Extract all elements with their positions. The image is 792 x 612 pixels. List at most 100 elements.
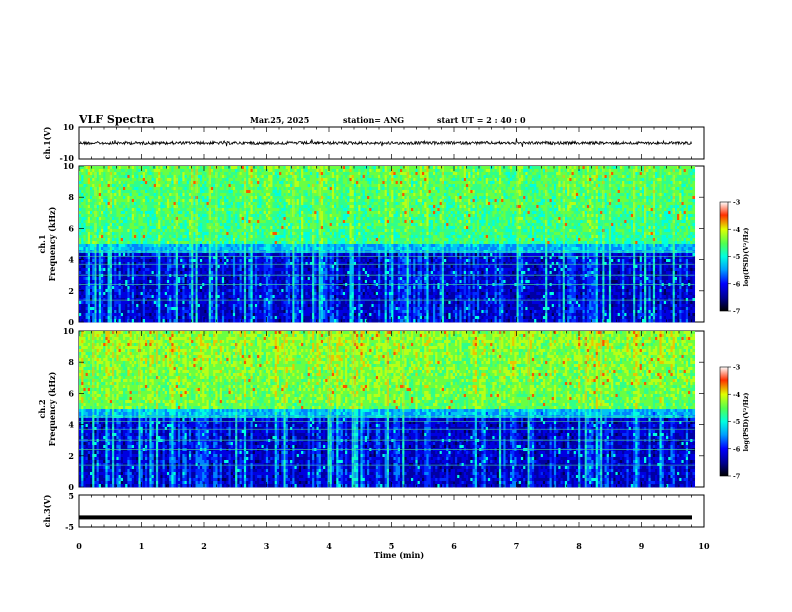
spectrogram-cell <box>336 181 339 185</box>
spectrogram-cell <box>285 172 289 176</box>
spectrogram-cell <box>349 208 355 212</box>
spectrogram-cell <box>281 190 289 194</box>
spectrogram-cell <box>575 205 579 209</box>
spectrogram-cell <box>483 232 491 236</box>
spectrogram-cell <box>386 181 392 185</box>
spectrogram-cell <box>564 229 570 233</box>
spectrogram-cell <box>459 175 465 179</box>
spectrogram-cell <box>404 205 410 209</box>
spectrogram-cell <box>331 205 335 209</box>
spectrogram-cell <box>131 235 135 239</box>
spectrogram-cell <box>257 214 260 218</box>
spectrogram-cell <box>463 238 469 242</box>
spectrogram-cell <box>224 175 227 179</box>
spectrogram-cell <box>569 235 572 239</box>
spectrogram-cell <box>389 178 392 182</box>
spectrogram-cell <box>85 196 91 200</box>
spectrogram-cell <box>613 187 619 191</box>
spectrogram-cell <box>556 220 559 224</box>
spectrogram-cell <box>312 205 326 209</box>
spectrogram-cell <box>230 226 234 230</box>
spectrogram-cell <box>173 181 177 185</box>
spectrogram-cell <box>421 169 427 173</box>
spectrogram-cell <box>279 208 282 212</box>
spectrogram-cell <box>564 202 568 206</box>
spectrogram-cell <box>494 205 498 209</box>
spectrogram-cell <box>298 205 304 209</box>
spectrogram-cell <box>329 214 333 218</box>
spectrogram-cell <box>523 223 526 227</box>
spectrogram-cell <box>336 229 339 233</box>
spectrogram-cell <box>428 232 432 236</box>
spectrogram-cell <box>153 193 157 197</box>
spectrogram-cell <box>133 202 137 206</box>
spectrogram-cell <box>142 169 146 173</box>
spectrogram-cell <box>303 211 311 215</box>
spectrogram-cell <box>593 190 597 194</box>
spectrogram-cell <box>246 181 249 185</box>
spectrogram-cell <box>657 208 663 212</box>
spectrogram-cell <box>498 178 502 182</box>
spectrogram-cell <box>641 166 645 170</box>
spectrogram-cell <box>619 223 623 227</box>
spectrogram-cell <box>122 205 126 209</box>
spectrogram-cell <box>635 229 638 233</box>
spectrogram-cell <box>490 181 495 185</box>
spectrogram-cell <box>272 241 276 245</box>
spectrogram-cell <box>408 175 412 179</box>
spectrogram-cell <box>241 166 245 170</box>
spectrogram-cell <box>560 196 564 200</box>
spectrogram-cell <box>274 238 280 242</box>
spectrogram-cell <box>111 166 117 170</box>
spectrogram-cell <box>98 175 104 179</box>
spectrogram-cell <box>454 232 460 236</box>
spectrogram-cell <box>397 193 401 197</box>
spectrogram-cell <box>670 223 676 227</box>
spectrogram-cell <box>367 187 370 191</box>
spectrogram-cell <box>96 208 100 212</box>
spectrogram-cell <box>105 181 108 185</box>
spectrogram-cell <box>177 235 181 239</box>
spectrogram-cell <box>580 214 583 218</box>
spectrogram-cell <box>142 193 150 197</box>
spectrogram-cell <box>158 166 161 170</box>
spectrogram-cell <box>199 178 203 182</box>
spectrogram-cell <box>314 241 317 245</box>
spectrogram-cell <box>325 205 331 209</box>
spectrogram-cell <box>177 223 181 227</box>
spectrogram-cell <box>479 196 482 200</box>
spectrogram-cell <box>318 217 324 221</box>
spectrogram-cell <box>474 175 478 179</box>
spectrogram-cell <box>180 199 183 203</box>
spectrogram-cell <box>419 208 423 212</box>
spectrogram-cell <box>382 211 388 215</box>
spectrogram-cell <box>188 181 192 185</box>
spectrogram-cell <box>685 223 689 227</box>
spectrogram-cell <box>408 181 412 185</box>
spectrogram-cell <box>356 226 361 230</box>
spectrogram-cell <box>164 196 170 200</box>
spectrogram-cell <box>492 226 495 230</box>
spectrogram-cell <box>171 223 174 227</box>
spectrogram-cell <box>228 208 238 212</box>
spectrogram-cell <box>589 202 592 206</box>
spectrogram-cell <box>560 199 564 203</box>
spectrogram-cell <box>448 202 454 206</box>
spectrogram-cell <box>595 178 599 182</box>
spectrogram-cell <box>514 175 517 179</box>
spectrogram-cell <box>147 235 152 239</box>
spectrogram-cell <box>111 241 117 245</box>
spectrogram-cell <box>131 220 137 224</box>
spectrogram-cell <box>351 178 355 182</box>
spectrogram-cell <box>619 217 632 221</box>
spectrogram-cell <box>531 199 535 203</box>
spectrogram-cell <box>520 202 524 206</box>
spectrogram-cell <box>402 211 405 215</box>
spectrogram-cell <box>378 238 386 242</box>
spectrogram-cell <box>492 178 495 182</box>
spectrogram-cell <box>162 178 166 182</box>
spectrogram-cell <box>472 175 476 179</box>
spectrogram-cell <box>542 190 546 194</box>
spectrogram-cell <box>501 166 509 170</box>
spectrogram-cell <box>367 232 372 236</box>
